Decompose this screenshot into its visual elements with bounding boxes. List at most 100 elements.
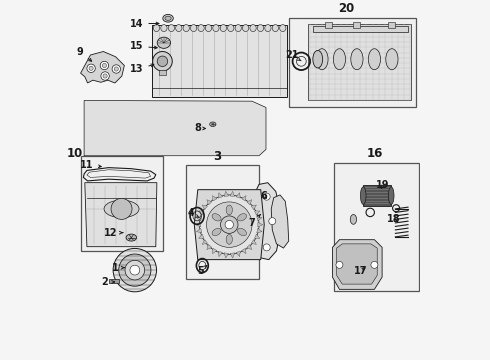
Ellipse shape: [351, 49, 363, 70]
Ellipse shape: [313, 50, 322, 68]
Ellipse shape: [235, 24, 242, 32]
Ellipse shape: [161, 24, 167, 32]
Text: 13: 13: [130, 64, 154, 74]
Circle shape: [371, 261, 378, 268]
Text: 5: 5: [197, 266, 207, 276]
Circle shape: [87, 64, 95, 72]
Text: 7: 7: [248, 215, 260, 228]
Text: 16: 16: [366, 147, 383, 160]
Circle shape: [336, 261, 343, 268]
Polygon shape: [254, 211, 260, 215]
Polygon shape: [246, 200, 252, 205]
Text: 18: 18: [387, 215, 400, 224]
Ellipse shape: [280, 24, 286, 32]
Polygon shape: [194, 190, 264, 260]
Bar: [325, 22, 332, 28]
Circle shape: [89, 66, 93, 71]
Bar: [159, 70, 166, 75]
Circle shape: [130, 265, 140, 275]
Polygon shape: [230, 253, 235, 258]
Text: 20: 20: [338, 2, 355, 15]
Polygon shape: [207, 200, 212, 205]
Ellipse shape: [265, 24, 271, 32]
Polygon shape: [337, 244, 377, 284]
Polygon shape: [242, 248, 246, 254]
Ellipse shape: [368, 49, 381, 70]
Ellipse shape: [226, 205, 232, 215]
Ellipse shape: [213, 24, 219, 32]
Circle shape: [225, 220, 233, 229]
Text: 12: 12: [103, 228, 122, 238]
Circle shape: [263, 244, 270, 251]
Ellipse shape: [250, 24, 256, 32]
Polygon shape: [242, 195, 246, 201]
Circle shape: [111, 198, 132, 219]
Bar: [152, 25, 287, 97]
Ellipse shape: [104, 200, 139, 218]
Text: 10: 10: [66, 147, 82, 160]
Polygon shape: [230, 191, 235, 197]
Ellipse shape: [238, 228, 246, 236]
Polygon shape: [224, 253, 228, 258]
Polygon shape: [224, 191, 228, 197]
Ellipse shape: [153, 24, 160, 32]
Circle shape: [199, 195, 259, 255]
Polygon shape: [198, 234, 204, 238]
Circle shape: [157, 56, 168, 67]
Polygon shape: [202, 205, 207, 210]
Ellipse shape: [220, 24, 226, 32]
Polygon shape: [218, 193, 222, 198]
Circle shape: [125, 260, 145, 280]
Text: 14: 14: [130, 18, 159, 28]
Circle shape: [220, 216, 238, 233]
Polygon shape: [196, 222, 201, 227]
Ellipse shape: [165, 16, 171, 21]
Polygon shape: [196, 228, 202, 233]
Circle shape: [102, 63, 106, 68]
Circle shape: [101, 72, 109, 80]
Polygon shape: [207, 244, 212, 249]
Circle shape: [119, 254, 151, 286]
Circle shape: [206, 202, 252, 247]
Text: 4: 4: [187, 208, 199, 218]
Circle shape: [269, 218, 276, 225]
Text: 3: 3: [213, 150, 221, 163]
Circle shape: [263, 193, 270, 200]
Text: 21: 21: [285, 50, 301, 61]
Text: 8: 8: [195, 123, 205, 134]
Polygon shape: [254, 234, 260, 238]
Ellipse shape: [272, 24, 278, 32]
Ellipse shape: [350, 215, 357, 224]
Ellipse shape: [126, 234, 137, 241]
Circle shape: [103, 74, 107, 78]
Bar: [353, 22, 361, 28]
Text: 11: 11: [80, 160, 101, 170]
Text: 1: 1: [112, 263, 124, 273]
Ellipse shape: [212, 228, 221, 236]
Polygon shape: [198, 211, 204, 215]
Ellipse shape: [386, 49, 398, 70]
Polygon shape: [236, 251, 240, 257]
Ellipse shape: [168, 24, 174, 32]
Circle shape: [112, 65, 121, 73]
Polygon shape: [81, 51, 124, 83]
Text: 19: 19: [376, 180, 390, 190]
Ellipse shape: [361, 187, 366, 204]
Polygon shape: [202, 240, 207, 244]
Text: 17: 17: [354, 266, 367, 276]
Polygon shape: [218, 251, 222, 257]
Circle shape: [153, 51, 172, 71]
Bar: [334, 163, 419, 291]
Bar: [313, 26, 408, 32]
Ellipse shape: [226, 234, 232, 244]
Ellipse shape: [210, 122, 216, 126]
Circle shape: [113, 248, 156, 292]
Circle shape: [100, 61, 109, 70]
Bar: [363, 185, 391, 206]
Text: 9: 9: [76, 46, 92, 61]
Polygon shape: [271, 195, 289, 248]
Polygon shape: [213, 195, 217, 201]
Polygon shape: [196, 216, 202, 221]
Ellipse shape: [238, 213, 246, 221]
Polygon shape: [257, 228, 262, 233]
